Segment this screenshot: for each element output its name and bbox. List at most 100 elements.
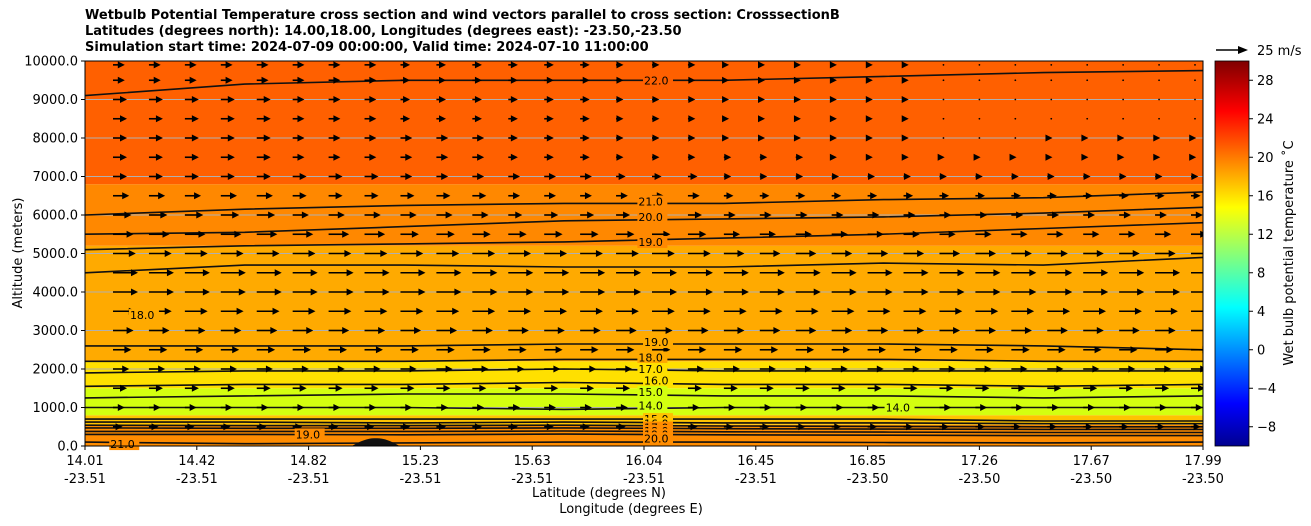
wind-vector-head — [272, 250, 280, 257]
wind-vector-3-6-0 — [722, 115, 730, 123]
quiver-key: 25 m/s — [1216, 44, 1302, 59]
wind-vector-head — [845, 250, 853, 257]
wind-vector-19-4-2 — [580, 423, 590, 431]
wind-vector-14-10-0 — [1155, 327, 1176, 334]
contour-label-bg-16 — [109, 438, 140, 451]
wind-vector-10-9-2 — [1119, 250, 1140, 257]
wind-vector-15-10-0 — [1155, 346, 1174, 354]
wind-vector-7-6-2 — [795, 192, 806, 200]
wind-vector-head — [758, 96, 765, 103]
wind-vector-15-3-0 — [400, 346, 419, 354]
wind-vector-9-8-2 — [1011, 230, 1028, 238]
wind-vector-9-10-0 — [1155, 230, 1172, 238]
wind-vector-head — [1132, 327, 1140, 334]
wind-vector-13-2-0 — [292, 307, 316, 315]
wind-vector-17-2-0 — [292, 384, 307, 392]
wind-vector-head — [589, 365, 597, 373]
wind-vector-head — [845, 327, 853, 334]
wind-vector-16-0-1 — [113, 365, 130, 373]
wind-vector-2-6-1 — [758, 96, 765, 103]
wind-vector-8-5-0 — [616, 211, 631, 219]
wind-vector-3-8-0 — [942, 117, 945, 120]
wind-vector-head — [1162, 384, 1170, 392]
wind-vector-head — [259, 423, 267, 431]
y-tick-label-10: 10000.0 — [24, 55, 78, 70]
wind-vector-9-2-1 — [328, 230, 350, 238]
wind-vector-head — [1013, 192, 1021, 200]
wind-vector-13-9-2 — [1119, 307, 1142, 315]
wind-vector-head — [939, 173, 947, 180]
wind-vector-13-3-2 — [472, 307, 496, 315]
wind-vector-dot — [1158, 117, 1160, 120]
wind-vector-14-2-1 — [328, 327, 350, 334]
wind-vector-head — [1123, 404, 1131, 411]
wind-vector-14-10-1 — [1191, 329, 1203, 332]
wind-vector-15-3-2 — [472, 346, 491, 354]
wind-vector-2-8-0 — [942, 98, 945, 101]
wind-vector-14-3-0 — [400, 327, 422, 334]
wind-vector-head — [301, 211, 309, 219]
wind-vector-head — [369, 61, 377, 69]
wind-vector-head — [158, 365, 166, 373]
wind-vector-17-1-1 — [220, 384, 235, 392]
wind-vector-0-6-2 — [793, 61, 801, 69]
wind-vector-1-3-0 — [400, 76, 411, 84]
wind-vector-16-6-1 — [759, 365, 776, 373]
wind-vector-6-3-0 — [400, 173, 413, 180]
wind-vector-11-2-1 — [328, 269, 354, 277]
wind-vector-dot — [1194, 79, 1196, 82]
wind-vector-12-2-2 — [364, 288, 390, 296]
x-tick-lat-label-1: 14.42 — [178, 454, 215, 469]
wind-vector-15-2-0 — [292, 346, 312, 354]
wind-vector-head — [297, 76, 305, 84]
wind-vector-0-3-1 — [436, 61, 446, 69]
wind-vector-head — [705, 288, 713, 296]
wind-vector-12-10-0 — [1155, 288, 1181, 296]
wind-vector-0-10-1 — [1194, 63, 1196, 66]
wind-vector-head — [921, 269, 929, 277]
wind-vector-16-6-2 — [795, 365, 812, 373]
wind-vector-head — [557, 327, 565, 334]
wind-vector-head — [775, 307, 783, 315]
wind-vector-9-5-0 — [616, 230, 635, 238]
wind-vector-dot — [1086, 79, 1089, 82]
wind-vector-17-7-0 — [831, 384, 846, 392]
wind-vector-head — [798, 423, 806, 431]
wind-vector-head — [515, 384, 523, 392]
wind-vector-head — [230, 192, 237, 200]
wind-vector-head — [912, 230, 920, 238]
wind-vector-2-7-2 — [901, 96, 909, 103]
wind-vector-13-4-0 — [508, 307, 532, 315]
wind-vector-head — [912, 365, 920, 373]
wind-vector-6-2-0 — [292, 173, 307, 180]
wind-vector-head — [883, 307, 891, 315]
wind-vector-0-0-2 — [148, 61, 161, 69]
wind-vector-8-1-2 — [256, 211, 276, 219]
wind-vector-head — [117, 76, 125, 84]
colorbar-tick-label-7: 20 — [1257, 151, 1274, 166]
wind-vector-head — [562, 269, 570, 277]
colorbar-tick-label-8: 24 — [1257, 112, 1274, 127]
wind-vector-head — [813, 288, 821, 296]
contour-label-bg-4 — [643, 336, 673, 349]
wind-vector-head — [405, 153, 413, 161]
wind-vector-7-8-2 — [1011, 192, 1021, 200]
wind-vector-3-6-1 — [758, 115, 765, 123]
wind-vector-head — [477, 173, 485, 180]
wind-vector-17-10-0 — [1155, 384, 1170, 392]
wind-vector-head — [809, 250, 817, 257]
wind-vector-7-5-2 — [687, 192, 700, 200]
wind-vector-head — [1049, 192, 1057, 200]
wind-vector-5-2-2 — [364, 153, 377, 161]
wind-vector-head — [737, 250, 745, 257]
wind-vector-head — [802, 384, 810, 392]
wind-vector-9-10-1 — [1191, 230, 1203, 238]
wind-vector-head — [829, 134, 837, 142]
wind-vector-5-0-2 — [148, 153, 163, 161]
wind-vector-head — [1166, 346, 1174, 354]
wind-vector-18-1-1 — [220, 404, 233, 411]
wind-vector-head — [153, 61, 161, 69]
wind-vector-11-3-0 — [400, 269, 426, 277]
wind-vector-dot — [1050, 98, 1053, 101]
wind-vector-4-6-2 — [793, 134, 801, 142]
